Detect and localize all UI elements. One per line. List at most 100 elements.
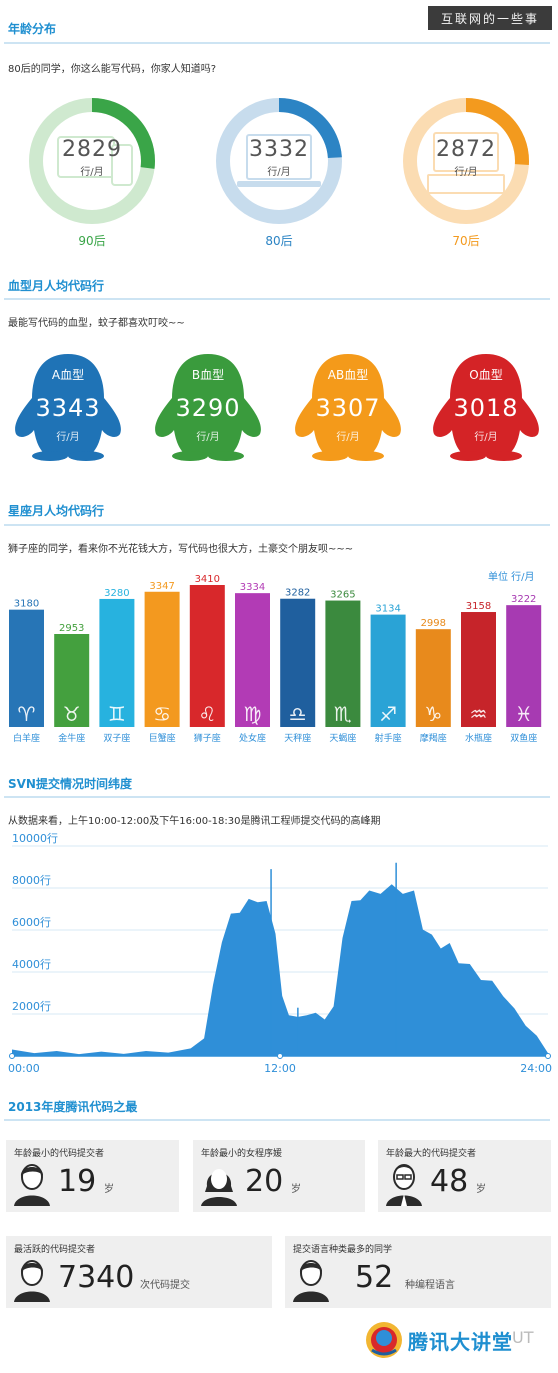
zodiac-bar — [461, 612, 496, 727]
record-card-1: 年龄最小的代码提交者 19 岁 — [6, 1140, 179, 1212]
blood-type-unit: 行/月 — [474, 432, 498, 443]
blood-type-value: 3307 — [315, 394, 381, 422]
zodiac-bar-value: 3134 — [375, 604, 400, 615]
blood-penguin-2: B血型 3290 行/月 — [148, 350, 268, 462]
svn-y-tick-label: 8000行 — [12, 874, 51, 887]
zodiac-symbol-icon: ♓ — [515, 702, 533, 726]
blood-type-value: 3290 — [175, 394, 241, 422]
svn-y-tick-label: 6000行 — [12, 916, 51, 929]
record-card-2: 年龄最小的女程序媛 20 岁 — [193, 1140, 365, 1212]
svn-section-title: SVN提交情况时间纬度 — [8, 777, 132, 791]
age-ring-unit: 行/月 — [267, 167, 291, 178]
footer-brand: 腾讯大讲堂 — [408, 1330, 513, 1354]
record-card-value: 20 — [245, 1164, 284, 1199]
svn-x-tick-label: 00:00 — [8, 1062, 40, 1075]
record-card-label: 年龄最大的代码提交者 — [386, 1149, 477, 1159]
svn-x-tick-marker — [545, 1053, 551, 1059]
zodiac-bar-chart: 3180 ♈ 白羊座 2953 ♉ 金牛座 3280 ♊ 双子座 3347 ♋ 巨蟹座 3410 ♌ 狮子座… — [9, 575, 542, 744]
zodiac-lead: 狮子座的同学，看来你不光花钱大方，写代码也很大方，土豪交个朋友呗~~~ — [8, 544, 354, 555]
zodiac-unit-note: 单位 行/月 — [488, 572, 535, 583]
zodiac-category-label: 摩羯座 — [420, 732, 447, 744]
age-ring-value: 2872 — [436, 137, 496, 162]
penguin-icon — [155, 354, 261, 461]
zodiac-bar-value: 2953 — [59, 623, 84, 634]
zodiac-category-label: 天秤座 — [284, 732, 311, 744]
zodiac-category-label: 射手座 — [375, 732, 402, 744]
blood-type-value: 3343 — [35, 394, 101, 422]
zodiac-symbol-icon: ♊ — [108, 702, 126, 726]
phone-laptop-icon — [29, 98, 155, 224]
age-ring-arc — [216, 98, 342, 224]
zodiac-bar-value: 3282 — [285, 588, 310, 599]
record-card-unit: 岁 — [291, 1184, 301, 1195]
zodiac-category-label: 金牛座 — [58, 732, 85, 744]
blood-type-unit: 行/月 — [196, 432, 220, 443]
age-ring-label: 90后 — [78, 234, 106, 248]
zodiac-bar-value: 3334 — [240, 582, 265, 593]
zodiac-divider — [4, 524, 550, 526]
age-ring-value: 3332 — [249, 137, 309, 162]
zodiac-bar-value: 2998 — [421, 618, 446, 629]
zodiac-category-label: 水瓶座 — [465, 732, 492, 744]
zodiac-symbol-icon: ♈ — [18, 702, 36, 726]
record-card-label: 最活跃的代码提交者 — [14, 1245, 96, 1255]
record-card-label: 提交语言种类最多的同学 — [293, 1245, 393, 1255]
age-ring-unit: 行/月 — [454, 167, 478, 178]
zodiac-bar — [54, 634, 90, 727]
record-card-value: 7340 — [58, 1260, 135, 1295]
svn-x-tick-marker — [9, 1053, 15, 1059]
svn-x-tick-label: 12:00 — [264, 1062, 296, 1075]
age-ring-3: 2872 行/月 — [402, 97, 530, 225]
age-lead: 80后的同学，你这么能写代码，你家人知道吗? — [8, 64, 217, 75]
zodiac-bar-value: 3280 — [104, 588, 129, 599]
zodiac-symbol-icon: ♍ — [244, 702, 262, 726]
age-ring-2: 3332 行/月 — [215, 97, 343, 225]
svn-x-tick-label: 24:00 — [520, 1062, 552, 1075]
blood-type-unit: 行/月 — [56, 432, 80, 443]
zodiac-category-label: 天蝎座 — [329, 732, 356, 744]
zodiac-category-label: 双鱼座 — [510, 732, 537, 744]
zodiac-bar-value: 3347 — [149, 581, 174, 592]
blood-type-value: 3018 — [453, 394, 519, 422]
record-card-value: 52 — [355, 1260, 394, 1295]
record-card-label: 年龄最小的代码提交者 — [14, 1149, 105, 1159]
record-card-4: 最活跃的代码提交者 7340 次代码提交 — [6, 1236, 272, 1308]
female-person-icon — [201, 1169, 237, 1206]
zodiac-bar — [370, 614, 406, 727]
zodiac-bar — [235, 593, 270, 727]
svn-x-tick-marker — [277, 1053, 283, 1059]
zodiac-bar — [325, 600, 361, 727]
blood-penguin-1: A血型 3343 行/月 — [8, 350, 128, 462]
age-ring-1: 2829 行/月 — [28, 97, 156, 225]
zodiac-symbol-icon: ♒ — [470, 702, 488, 726]
zodiac-bar — [415, 629, 451, 727]
records-divider — [4, 1119, 550, 1121]
zodiac-symbol-icon: ♎ — [289, 702, 307, 726]
zodiac-section-title: 星座月人均代码行 — [8, 504, 105, 518]
zodiac-bar — [99, 598, 135, 727]
blood-section-title: 血型月人均代码行 — [8, 279, 105, 293]
age-divider — [4, 42, 550, 44]
age-ring-label: 80后 — [265, 234, 293, 248]
footer-logo: 腾讯大讲堂 UT — [362, 1316, 542, 1362]
zodiac-category-label: 巨蟹座 — [149, 732, 176, 744]
zodiac-symbol-icon: ♉ — [63, 702, 81, 726]
zodiac-bar — [144, 591, 180, 727]
zodiac-bar — [9, 609, 44, 727]
record-card-3: 年龄最大的代码提交者 48 岁 — [378, 1140, 551, 1212]
blood-type-label: AB血型 — [327, 368, 369, 382]
elder-person-icon — [386, 1164, 422, 1206]
penguin-icon — [295, 354, 401, 461]
zodiac-bar — [280, 598, 316, 727]
zodiac-bar-value: 3265 — [330, 590, 355, 601]
record-card-value: 19 — [58, 1164, 97, 1199]
svn-area-series — [12, 884, 548, 1056]
zodiac-category-label: 处女座 — [239, 732, 266, 744]
records-section-title: 2013年度腾讯代码之最 — [8, 1100, 138, 1114]
zodiac-symbol-icon: ♑ — [424, 702, 442, 726]
zodiac-bar — [189, 585, 225, 727]
svn-lead: 从数据来看，上午10:00-12:00及下午16:00-18:30是腾讯工程师提… — [8, 816, 381, 827]
zodiac-category-label: 双子座 — [103, 732, 130, 744]
svn-area-chart: 2000行 4000行 6000行 8000行 10000行 00:00 12:00 24:0… — [8, 832, 552, 1075]
blood-penguin-4: O血型 3018 行/月 — [426, 350, 546, 462]
